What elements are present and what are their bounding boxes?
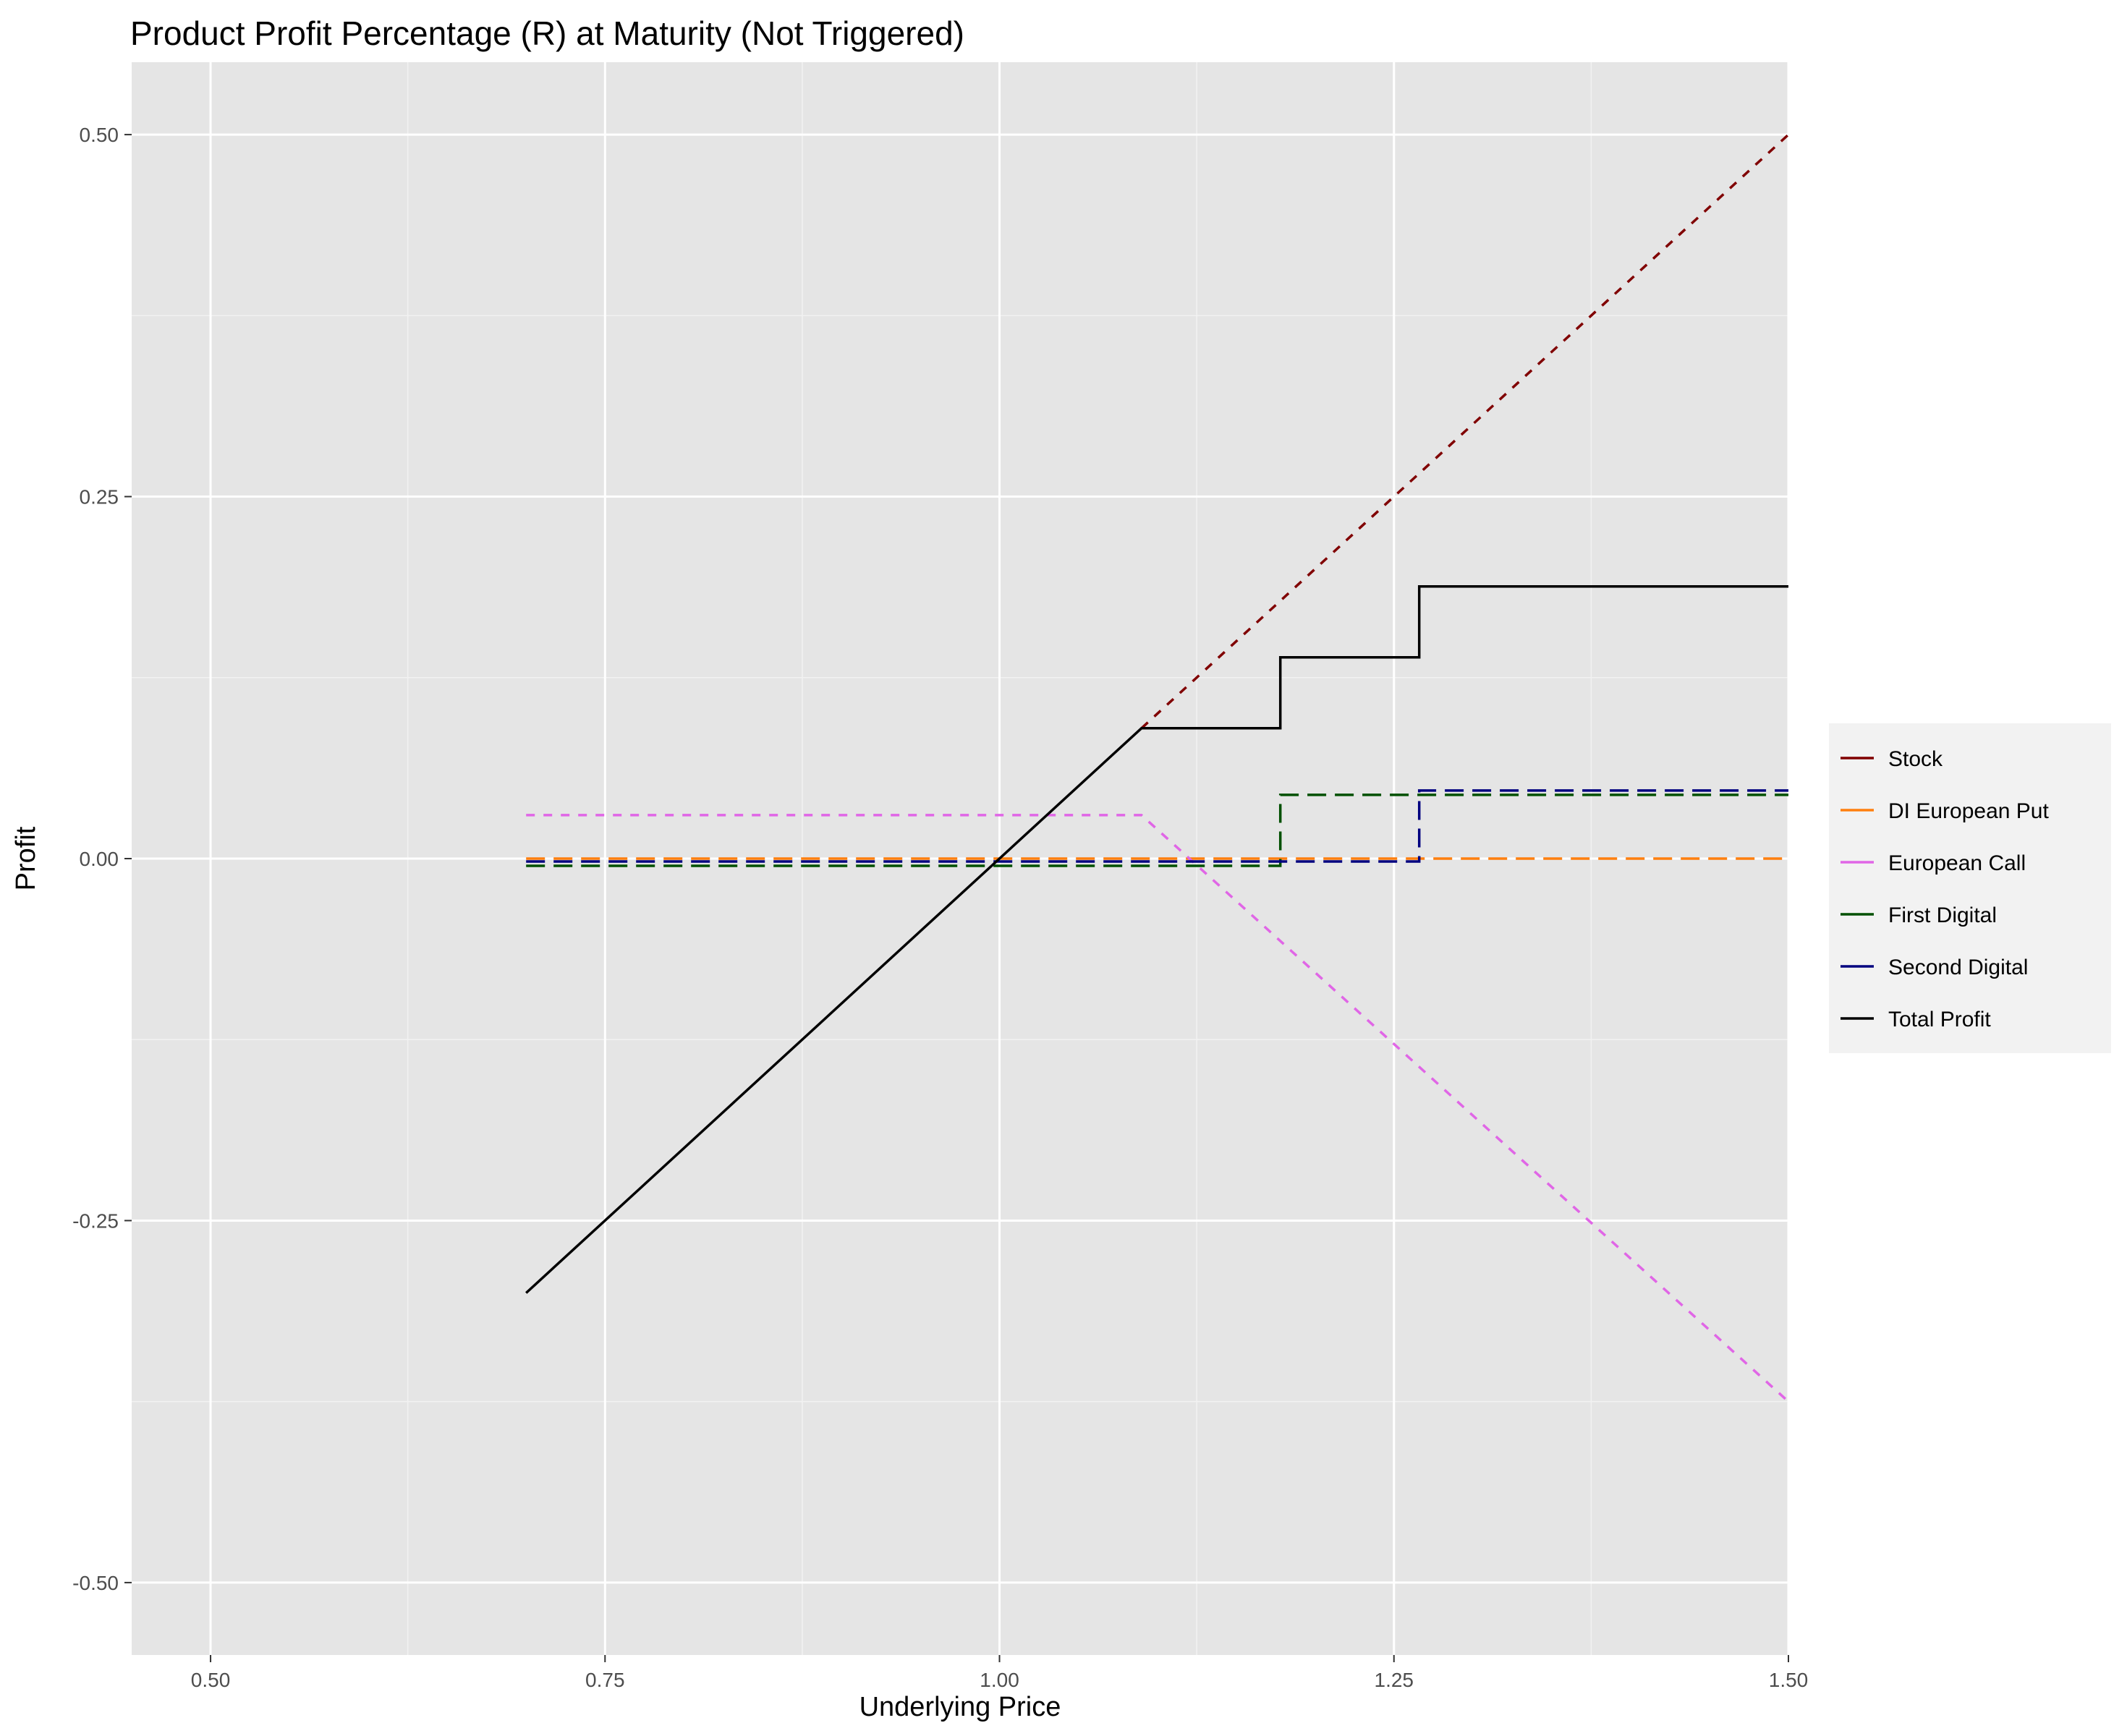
legend-label: Second Digital (1888, 956, 2028, 979)
x-tick-label: 1.00 (980, 1669, 1019, 1691)
x-axis-title: Underlying Price (859, 1692, 1061, 1722)
series-lines (525, 133, 1790, 1403)
legend-label: Stock (1888, 747, 1943, 771)
y-tick-label: -0.50 (72, 1572, 119, 1594)
series-line-total-profit (525, 584, 1788, 1294)
series-line-second-digital (526, 789, 1788, 863)
x-tick-label: 0.75 (585, 1669, 625, 1691)
series-line-stock (1140, 133, 1790, 730)
y-tick-label: 0.50 (80, 124, 119, 146)
series-line-first-digital (526, 793, 1788, 867)
legend: Stock DI European Put European Call First D… (1829, 723, 2111, 1053)
x-tick-label: 1.25 (1375, 1669, 1414, 1691)
x-tick-label: 1.50 (1769, 1669, 1809, 1691)
y-tick-label: 0.25 (80, 486, 119, 509)
x-axis-ticks: 0.50 0.75 1.00 1.25 1.50 (191, 1655, 1808, 1691)
y-axis-ticks: -0.50 -0.25 0.00 0.25 0.50 (72, 124, 132, 1594)
legend-label: DI European Put (1888, 799, 2049, 823)
y-tick-label: 0.00 (80, 848, 119, 870)
chart-title: Product Profit Percentage (R) at Maturit… (130, 14, 964, 52)
legend-background (1829, 723, 2111, 1053)
series-line-european-call (526, 814, 1790, 1403)
legend-label: European Call (1888, 851, 2026, 875)
legend-label: First Digital (1888, 903, 1997, 927)
y-tick-label: -0.25 (72, 1209, 119, 1232)
y-axis-title: Profit (11, 826, 41, 890)
x-tick-label: 0.50 (191, 1669, 231, 1691)
legend-label: Total Profit (1888, 1008, 1991, 1031)
